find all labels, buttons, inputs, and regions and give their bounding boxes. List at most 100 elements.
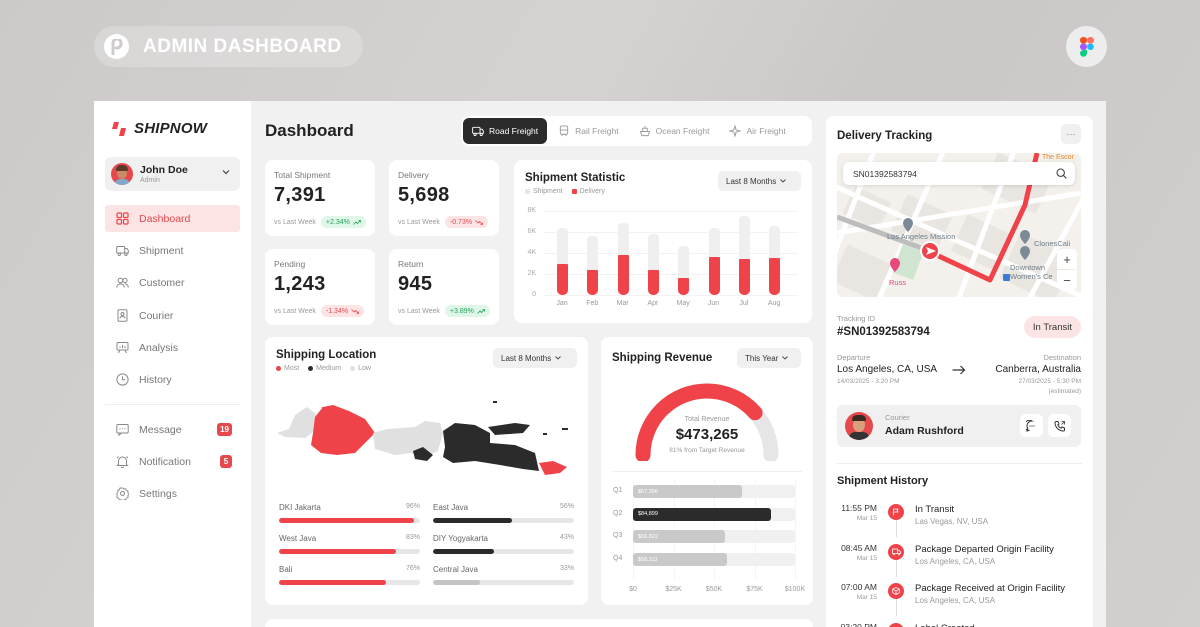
shipping-location-card: Shipping Location Most Medium Low Last 8…: [265, 337, 588, 605]
x-axis-tick: May: [676, 300, 690, 307]
zoom-in-button[interactable]: +: [1057, 249, 1077, 269]
tracking-map[interactable]: Los Angeles Mission ClonesCali Downtown …: [837, 153, 1081, 297]
figma-icon[interactable]: [1066, 26, 1107, 67]
courier-avatar: [845, 412, 873, 440]
sidebar-item-courier[interactable]: Courier: [105, 302, 240, 329]
x-axis-tick: $25K: [665, 586, 682, 593]
sidebar-item-dashboard[interactable]: Dashboard: [105, 205, 240, 232]
sidebar-item-settings[interactable]: Settings: [105, 480, 240, 507]
tab-road-freight[interactable]: Road Freight: [463, 118, 548, 144]
bar-apr[interactable]: [647, 211, 659, 295]
train-icon: [559, 125, 569, 137]
bottom-card: [265, 619, 813, 627]
dashboard-window: SHIPNOW John Doe Admin Dashboard Shipmen…: [94, 101, 1106, 627]
tab-ocean-freight[interactable]: Ocean Freight: [630, 118, 719, 144]
brand: SHIPNOW: [111, 120, 207, 137]
bell-icon: [116, 456, 129, 468]
quarter-bar[interactable]: $84,899: [633, 507, 795, 521]
avatar: [111, 163, 133, 185]
clock-icon: [116, 373, 129, 386]
brand-name: SHIPNOW: [134, 120, 208, 137]
truck-icon: [116, 246, 129, 257]
chevron-down-icon: [555, 356, 562, 360]
range-dropdown[interactable]: This Year: [737, 348, 801, 368]
sidebar-item-customer[interactable]: Customer: [105, 269, 240, 296]
x-axis-tick: Jun: [707, 300, 720, 307]
quarter-bar[interactable]: $56,822: [633, 530, 795, 544]
sidebar-divider: [105, 404, 240, 405]
sidebar-item-label: Analysis: [139, 341, 179, 354]
user-name: John Doe: [140, 164, 188, 176]
range-dropdown[interactable]: Last 8 Months: [718, 171, 801, 191]
box-icon: [888, 583, 904, 599]
tab-air-freight[interactable]: Air Freight: [720, 118, 794, 144]
trend-up-icon: [353, 219, 361, 225]
sidebar-item-notification[interactable]: Notification 5: [105, 448, 240, 475]
bar-jun[interactable]: [708, 211, 720, 295]
x-axis-tick: $75K: [746, 586, 763, 593]
bar-mar[interactable]: [617, 211, 629, 295]
courier-card: Courier Adam Rushford: [837, 405, 1081, 447]
sidebar-item-message[interactable]: Message 19: [105, 416, 240, 443]
ship-icon: [639, 125, 650, 137]
stat-value: 945: [398, 273, 433, 295]
y-axis-tick: 6K: [527, 228, 536, 235]
quarter-label: Q1: [613, 487, 623, 494]
quarter-bar[interactable]: $58,113: [633, 553, 795, 567]
destination-time: 27/03/2025 - 5:30 PM: [1018, 378, 1081, 385]
sidebar: SHIPNOW John Doe Admin Dashboard Shipmen…: [94, 101, 251, 627]
sidebar-item-label: Message: [139, 423, 182, 436]
zoom-out-button[interactable]: −: [1057, 270, 1077, 290]
id-card-icon: [117, 309, 128, 322]
range-dropdown[interactable]: Last 8 Months: [493, 348, 577, 368]
revenue-gauge: [635, 383, 779, 461]
bar-aug[interactable]: [769, 211, 781, 295]
more-options-button[interactable]: ···: [1061, 124, 1081, 144]
x-axis-tick: Aug: [767, 300, 781, 307]
departure-time: 14/03/2025 - 3:20 PM: [837, 378, 900, 385]
location-row: Central Java 33%: [433, 565, 574, 585]
x-axis-tick: Jan: [556, 300, 568, 307]
sidebar-item-analysis[interactable]: Analysis: [105, 334, 240, 361]
destination-location: Canberra, Australia: [995, 364, 1081, 375]
location-row: East Java 56%: [433, 503, 574, 523]
flag-icon: [888, 504, 904, 520]
call-courier-button[interactable]: [1048, 414, 1071, 437]
status-badge: In Transit: [1023, 316, 1081, 338]
tracking-id: #SN01392583794: [837, 326, 930, 338]
tracking-search-input[interactable]: SN01392583794: [843, 162, 1075, 185]
shipping-revenue-card: Shipping Revenue This Year Total Revenue…: [601, 337, 813, 605]
bar-jul[interactable]: [738, 211, 750, 295]
svg-text:Downtown: Downtown: [1010, 263, 1045, 272]
sidebar-item-shipment[interactable]: Shipment: [105, 237, 240, 264]
delivery-tracking-panel: Delivery Tracking ···: [826, 116, 1093, 627]
sidebar-item-label: Customer: [139, 276, 185, 289]
sidebar-item-history[interactable]: History: [105, 366, 240, 393]
x-axis-tick: Apr: [647, 300, 659, 307]
bar-jan[interactable]: [557, 211, 568, 295]
svg-text:ClonesCali: ClonesCali: [1034, 239, 1071, 248]
tab-rail-freight[interactable]: Rail Freight: [549, 118, 627, 144]
stat-value: 7,391: [274, 184, 326, 206]
y-axis-tick: 8K: [527, 207, 536, 214]
y-axis-tick: 4K: [527, 249, 536, 256]
search-icon[interactable]: [1056, 168, 1067, 179]
shipment-bar-chart: 0 2K 4K 6K 8K Jan Feb Mar Apr May Jun Jul Aug: [522, 206, 802, 318]
user-menu[interactable]: John Doe Admin: [105, 157, 240, 191]
svg-text:Women's Ce: Women's Ce: [1010, 272, 1053, 281]
chevron-down-icon: [222, 170, 230, 175]
chevron-down-icon: [780, 179, 787, 183]
quarter-bar[interactable]: $67,396: [633, 485, 795, 498]
stat-card-return: Return 945 vs Last Week +3.89%: [389, 249, 499, 325]
svg-text:Los Angeles Mission: Los Angeles Mission: [887, 232, 955, 241]
sidebar-item-label: Dashboard: [139, 212, 191, 225]
sidebar-item-label: History: [139, 373, 172, 386]
chat-courier-button[interactable]: [1020, 414, 1043, 437]
delta-badge: +2.34%: [320, 216, 366, 228]
bar-feb[interactable]: [587, 211, 599, 295]
x-axis-tick: $0: [629, 586, 637, 593]
courier-name: Adam Rushford: [885, 425, 964, 437]
bar-may[interactable]: [678, 211, 690, 295]
gear-icon: [116, 487, 129, 500]
truck-icon: [888, 544, 904, 560]
